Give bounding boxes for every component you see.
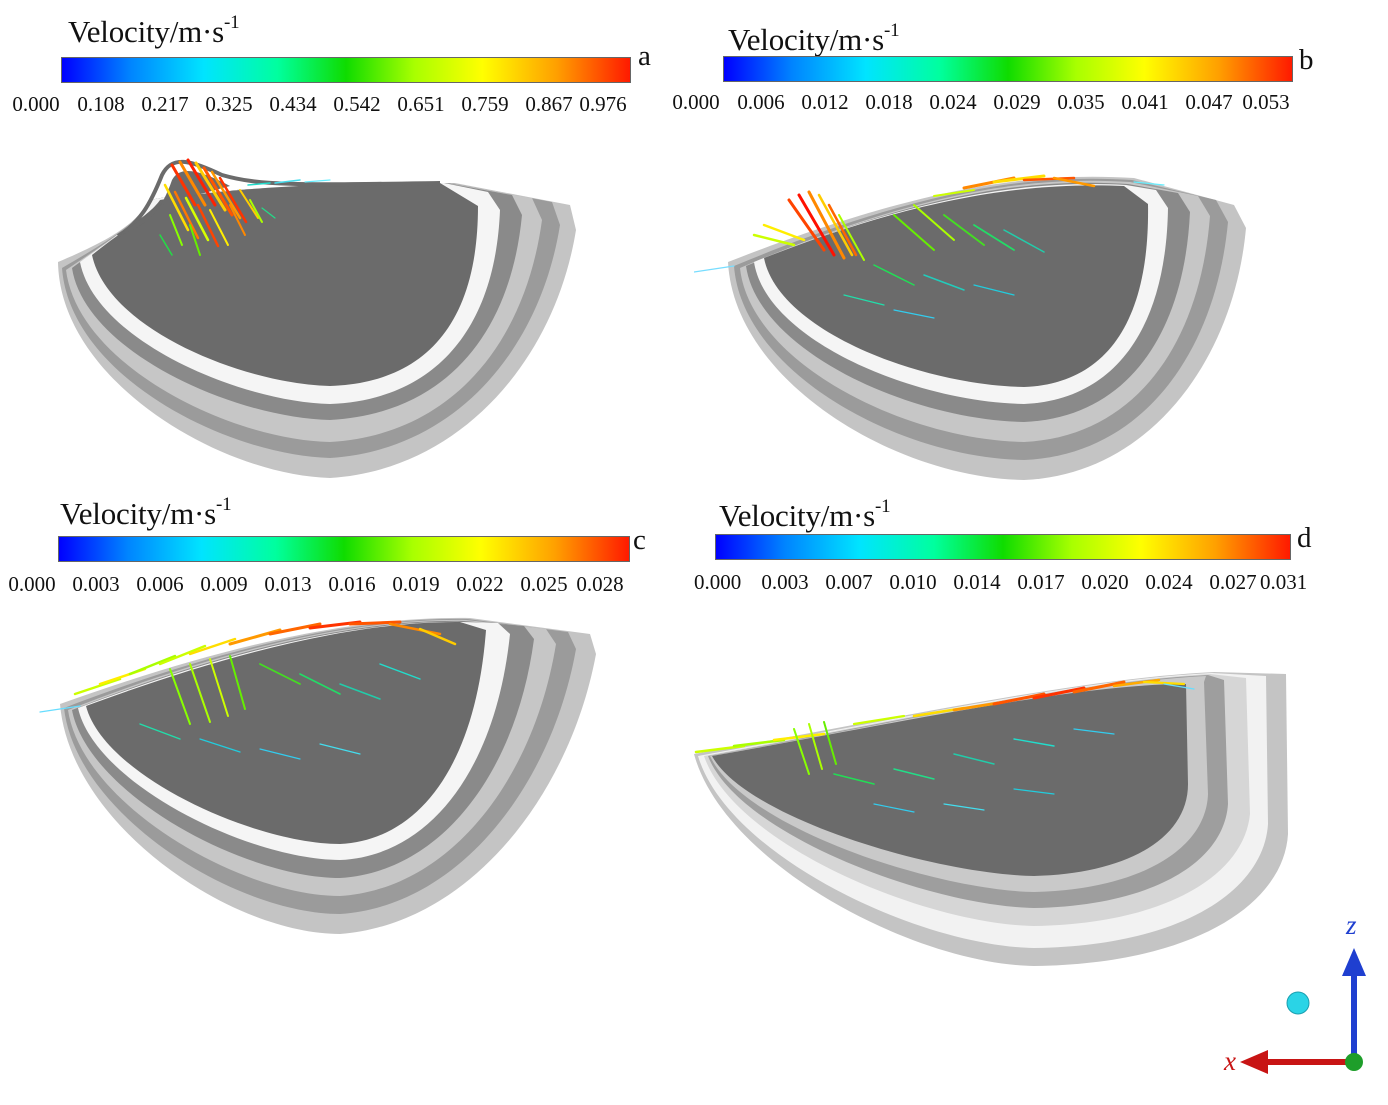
axis-label-z: z [1346, 910, 1357, 940]
weld-pool-cross-section [694, 672, 1288, 966]
colorbar-title: Velocity/m·s-1 [68, 11, 240, 49]
weld-pool-cross-section [694, 174, 1246, 480]
tick-label: 0.013 [264, 572, 312, 596]
surface-bulge [116, 159, 441, 238]
tick-label: 0.009 [200, 572, 248, 596]
tick-label: 0.014 [953, 570, 1001, 594]
tick-label: 0.031 [1260, 570, 1308, 594]
velocity-vectors [694, 174, 1165, 319]
tick-label: 0.025 [520, 572, 568, 596]
axis-label-x: x [1224, 1046, 1236, 1076]
tick-label: 0.007 [825, 570, 873, 594]
tick-label: 0.006 [737, 90, 785, 114]
colorbar-title: Velocity/m·s-1 [719, 495, 891, 533]
coordinate-axes: z x [1210, 910, 1388, 1100]
tick-label: 0.000 [694, 570, 742, 594]
panel-letter: a [638, 40, 651, 72]
surface-bulge [118, 171, 230, 236]
weld-pool-cross-section [39, 617, 596, 934]
tick-label: 0.217 [141, 92, 189, 116]
molten-pool [86, 621, 486, 844]
velocity-vectors [39, 620, 457, 760]
tick-label: 0.000 [12, 92, 60, 116]
panel-d: Velocity/m·s-1 d 0.000 0.003 0.007 0.010… [694, 484, 1388, 966]
molten-pool [92, 183, 478, 386]
panel-letter: b [1299, 44, 1314, 76]
tick-label: 0.325 [205, 92, 253, 116]
tick-label: 0.053 [1242, 90, 1290, 114]
panel-c: Velocity/m·s-1 c 0.000 0.003 0.006 0.009… [0, 484, 694, 964]
tick-label: 0.012 [801, 90, 849, 114]
tick-label: 0.759 [461, 92, 509, 116]
tick-label: 0.010 [889, 570, 937, 594]
tick-label: 0.108 [77, 92, 125, 116]
tick-label: 0.029 [993, 90, 1041, 114]
tick-label: 0.022 [456, 572, 504, 596]
panel-a: Velocity/m·s-1 a 0.000 0.108 0.217 0.325… [0, 0, 694, 480]
panel-letter: c [633, 524, 646, 556]
tick-label: 0.000 [672, 90, 720, 114]
velocity-vectors [159, 158, 331, 256]
tick-label: 0.000 [8, 572, 56, 596]
weld-pool-cross-section [58, 158, 576, 478]
tick-label: 0.017 [1017, 570, 1065, 594]
tick-label: 0.041 [1121, 90, 1169, 114]
tick-label: 0.542 [333, 92, 381, 116]
velocity-vectors [694, 678, 1195, 813]
tick-label: 0.003 [72, 572, 120, 596]
tick-label: 0.006 [136, 572, 184, 596]
tick-label: 0.003 [761, 570, 809, 594]
molten-pool [712, 684, 1188, 876]
colorbar [715, 534, 1291, 560]
axes-triad-icon [1240, 948, 1366, 1074]
tick-label: 0.434 [269, 92, 317, 116]
tick-label: 0.976 [579, 92, 627, 116]
tick-label: 0.024 [1145, 570, 1193, 594]
tick-label: 0.027 [1209, 570, 1257, 594]
tick-label: 0.019 [392, 572, 440, 596]
molten-pool [764, 185, 1149, 387]
tick-label: 0.035 [1057, 90, 1105, 114]
tick-label: 0.018 [865, 90, 913, 114]
colorbar [61, 57, 631, 83]
panel-letter: d [1297, 522, 1312, 554]
tick-label: 0.020 [1081, 570, 1129, 594]
colorbar-title: Velocity/m·s-1 [60, 493, 232, 531]
colorbar [58, 536, 630, 562]
tick-label: 0.024 [929, 90, 977, 114]
colorbar [723, 56, 1293, 82]
tick-label: 0.047 [1185, 90, 1233, 114]
panel-b: Velocity/m·s-1 b 0.000 0.006 0.012 0.018… [672, 0, 1388, 480]
tick-label: 0.028 [576, 572, 624, 596]
tick-label: 0.016 [328, 572, 376, 596]
tick-label: 0.867 [525, 92, 573, 116]
colorbar-title: Velocity/m·s-1 [728, 19, 900, 57]
tick-label: 0.651 [397, 92, 445, 116]
